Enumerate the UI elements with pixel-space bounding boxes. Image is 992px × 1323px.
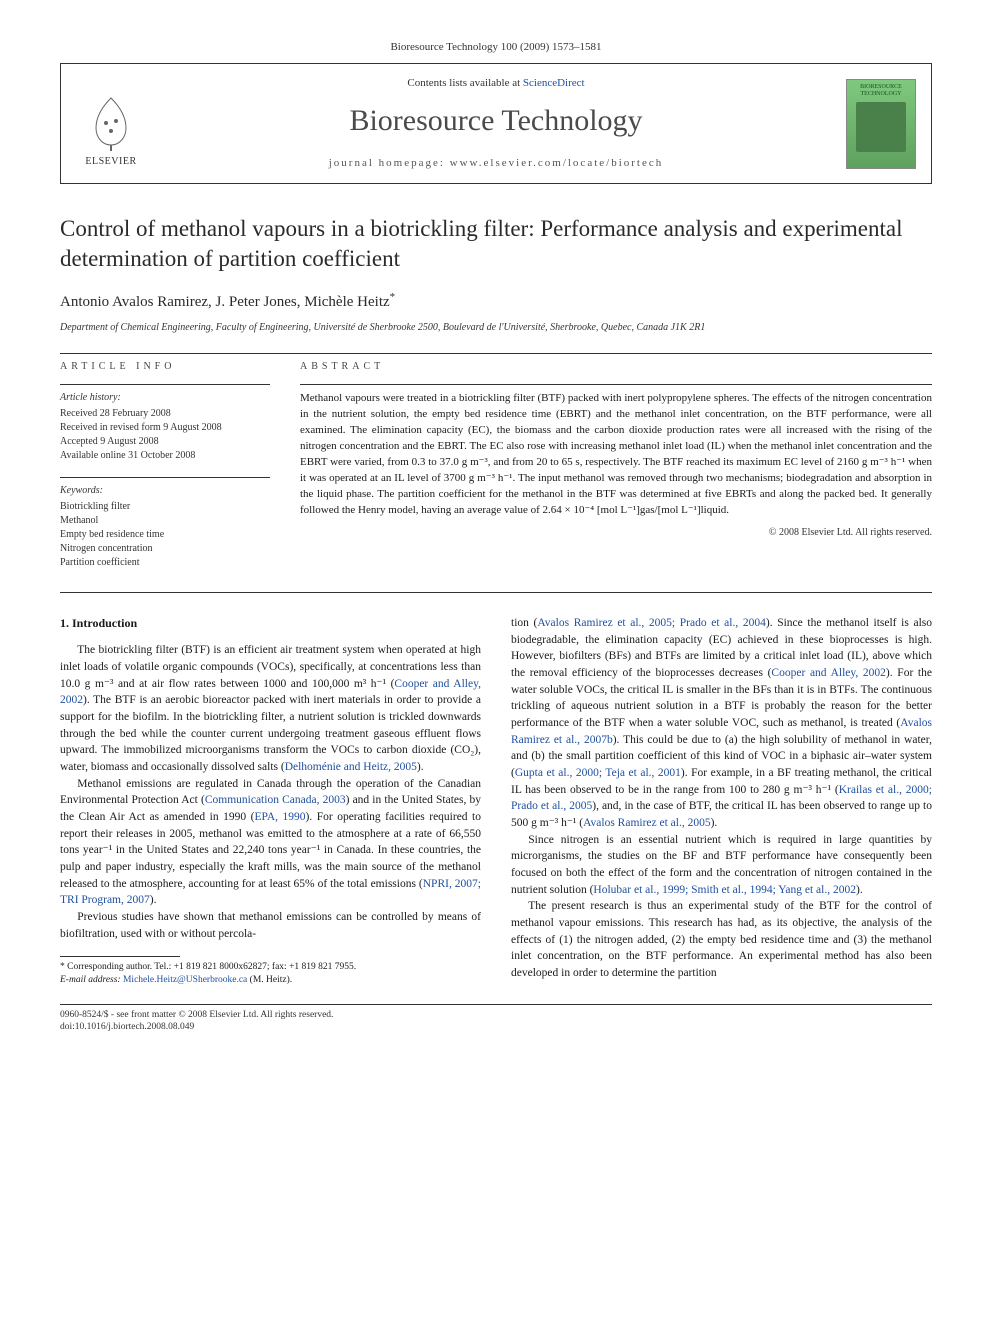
- footnotes: * Corresponding author. Tel.: +1 819 821…: [60, 961, 481, 986]
- author-list: Antonio Avalos Ramirez, J. Peter Jones, …: [60, 290, 932, 313]
- elsevier-logo: ELSEVIER: [76, 79, 146, 169]
- keyword: Partition coefficient: [60, 556, 270, 570]
- citation-link[interactable]: EPA, 1990: [254, 811, 305, 823]
- divider-rule: [300, 384, 932, 385]
- citation-link[interactable]: Holubar et al., 1999; Smith et al., 1994…: [593, 884, 856, 896]
- body-paragraph: Previous studies have shown that methano…: [60, 909, 481, 942]
- citation-link[interactable]: Avalos Ramirez et al., 2005; Prado et al…: [537, 617, 766, 629]
- email-suffix: (M. Heitz).: [247, 975, 292, 985]
- journal-homepage-line: journal homepage: www.elsevier.com/locat…: [81, 156, 911, 171]
- running-citation: Bioresource Technology 100 (2009) 1573–1…: [60, 40, 932, 55]
- body-paragraph: Since nitrogen is an essential nutrient …: [511, 832, 932, 899]
- sciencedirect-link[interactable]: ScienceDirect: [523, 77, 585, 89]
- history-line: Accepted 9 August 2008: [60, 435, 270, 449]
- divider-rule: [60, 592, 932, 593]
- contents-prefix: Contents lists available at: [407, 77, 522, 89]
- doi-line: doi:10.1016/j.biortech.2008.08.049: [60, 1021, 932, 1033]
- citation-link[interactable]: Gupta et al., 2000; Teja et al., 2001: [515, 767, 681, 779]
- article-title: Control of methanol vapours in a biotric…: [60, 214, 932, 274]
- affiliation: Department of Chemical Engineering, Facu…: [60, 321, 932, 335]
- abstract-panel: ABSTRACT Methanol vapours were treated i…: [300, 360, 932, 570]
- keyword: Methanol: [60, 514, 270, 528]
- journal-title: Bioresource Technology: [81, 100, 911, 142]
- body-text: Previous studies have shown that methano…: [60, 911, 481, 940]
- journal-masthead: ELSEVIER Contents lists available at Sci…: [60, 63, 932, 184]
- divider-rule: [60, 353, 932, 354]
- front-matter-line: 0960-8524/$ - see front matter © 2008 El…: [60, 1009, 932, 1021]
- authors-text: Antonio Avalos Ramirez, J. Peter Jones, …: [60, 294, 390, 310]
- body-paragraph: tion (Avalos Ramirez et al., 2005; Prado…: [511, 615, 932, 832]
- email-label: E-mail address:: [60, 975, 123, 985]
- article-info-panel: ARTICLE INFO Article history: Received 2…: [60, 360, 270, 570]
- section-heading: 1. Introduction: [60, 615, 481, 632]
- journal-cover-thumbnail: BIORESOURCE TECHNOLOGY: [846, 79, 916, 169]
- body-paragraph: The present research is thus an experime…: [511, 898, 932, 981]
- citation-link[interactable]: Cooper and Alley, 2002: [771, 667, 886, 679]
- journal-cover-label: BIORESOURCE TECHNOLOGY: [851, 84, 911, 97]
- contents-available-line: Contents lists available at ScienceDirec…: [81, 76, 911, 91]
- footnote-rule: [60, 956, 180, 957]
- keyword: Nitrogen concentration: [60, 542, 270, 556]
- divider-rule: [60, 384, 270, 385]
- body-text: ).: [150, 894, 157, 906]
- history-label: Article history:: [60, 391, 270, 405]
- corresponding-mark: *: [390, 291, 396, 303]
- citation-link[interactable]: Communication Canada, 2003: [205, 794, 346, 806]
- body-paragraph: Methanol emissions are regulated in Cana…: [60, 776, 481, 909]
- divider-rule: [60, 477, 270, 478]
- body-text: The present research is thus an experime…: [511, 900, 932, 979]
- journal-cover-image: [856, 102, 906, 152]
- history-line: Available online 31 October 2008: [60, 449, 270, 463]
- body-text: ).: [856, 884, 863, 896]
- abstract-copyright: © 2008 Elsevier Ltd. All rights reserved…: [300, 526, 932, 540]
- citation-link[interactable]: Avalos Ramirez et al., 2005: [583, 817, 711, 829]
- corresponding-author-note: * Corresponding author. Tel.: +1 819 821…: [60, 961, 481, 973]
- article-info-heading: ARTICLE INFO: [60, 360, 270, 374]
- abstract-text: Methanol vapours were treated in a biotr…: [300, 391, 932, 519]
- history-line: Received in revised form 9 August 2008: [60, 421, 270, 435]
- homepage-url: www.elsevier.com/locate/biortech: [450, 157, 664, 169]
- body-text: ).: [417, 761, 424, 773]
- email-line: E-mail address: Michele.Heitz@USherbrook…: [60, 974, 481, 986]
- history-line: Received 28 February 2008: [60, 407, 270, 421]
- bottom-rule: [60, 1004, 932, 1005]
- keyword: Biotrickling filter: [60, 500, 270, 514]
- homepage-prefix: journal homepage:: [329, 157, 450, 169]
- citation-link[interactable]: Delhoménie and Heitz, 2005: [285, 761, 417, 773]
- body-text: ).: [711, 817, 718, 829]
- elsevier-tree-icon: [81, 93, 141, 153]
- elsevier-logo-text: ELSEVIER: [85, 155, 136, 169]
- email-link[interactable]: Michele.Heitz@USherbrooke.ca: [123, 975, 247, 985]
- body-text: tion (: [511, 617, 537, 629]
- article-body: 1. Introduction The biotrickling filter …: [60, 615, 932, 986]
- keyword: Empty bed residence time: [60, 528, 270, 542]
- abstract-heading: ABSTRACT: [300, 360, 932, 374]
- front-matter-meta: 0960-8524/$ - see front matter © 2008 El…: [60, 1009, 932, 1034]
- body-paragraph: The biotrickling filter (BTF) is an effi…: [60, 642, 481, 775]
- keywords-label: Keywords:: [60, 484, 270, 498]
